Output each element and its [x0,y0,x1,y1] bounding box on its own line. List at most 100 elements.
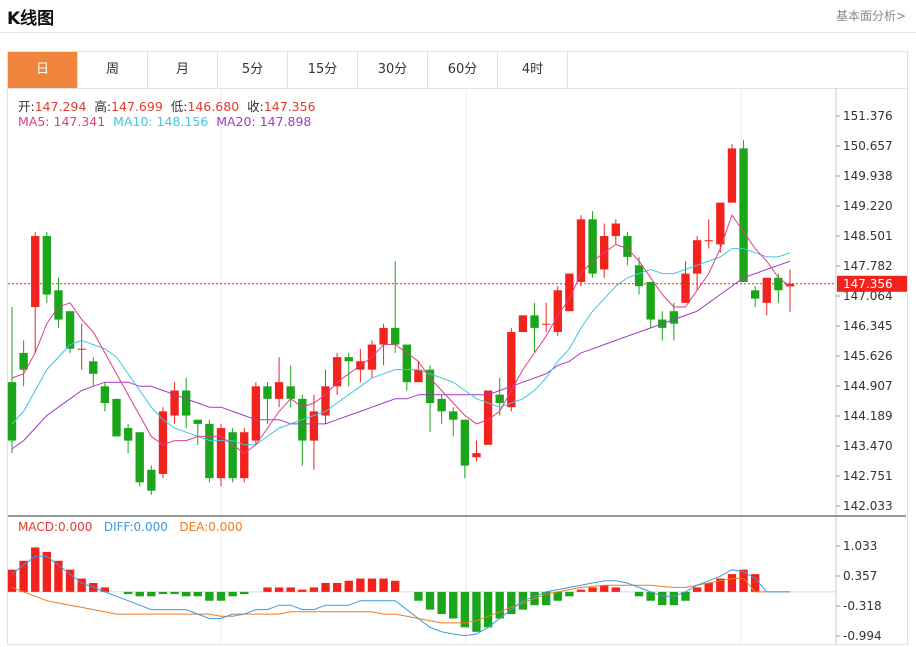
macd-bar [31,547,40,592]
price-tick-label: 145.626 [843,349,893,363]
macd-bar [391,580,400,592]
candle-body [379,327,388,345]
macd-bar [100,587,110,592]
candle-body [495,394,504,404]
macd-bar [65,569,75,592]
macd-bar [425,591,435,610]
candle-body [739,148,748,282]
candle-body [205,423,214,479]
price-tick-label: 146.345 [843,319,893,333]
candle-body [321,386,330,416]
tab-15min[interactable]: 15分 [288,52,358,88]
tab-30min[interactable]: 30分 [358,52,428,88]
candle-body [391,327,400,345]
chart-area[interactable] [7,88,908,645]
price-tick-label: 148.501 [843,229,893,243]
candle-body [762,277,771,303]
candle-body [646,281,655,320]
tab-4hour[interactable]: 4时 [498,52,568,88]
candle-body [402,344,411,383]
candle-body [553,290,562,333]
price-tick-label: 142.033 [843,499,893,513]
macd-bar [379,578,388,592]
candle-body [518,315,528,333]
macd-bar [414,591,423,601]
macd-bar [344,580,353,592]
candle-body [716,202,725,245]
macd-bar [135,591,144,597]
candle-body [42,236,52,295]
candle-body [77,348,86,350]
candle-body [437,398,446,412]
macd-bar [472,591,481,632]
candle-body [31,236,40,308]
macd-bar [123,591,133,595]
macd-bar [692,587,702,592]
tab-week[interactable]: 周 [78,52,148,88]
candle-body [170,390,179,416]
macd-bar [228,591,237,597]
macd-bar [750,574,760,592]
low-value: 146.680 [187,99,240,114]
macd-bar [727,574,737,592]
macd-bar [309,587,319,592]
price-tick-label: 144.907 [843,379,893,393]
price-tick-label: 149.938 [843,169,893,183]
price-tick-label: 147.064 [843,289,893,303]
ma20-value: 147.898 [259,114,312,129]
ma10-label: MA10: [113,114,153,129]
candle-body [344,357,353,362]
header-bar: K线图 基本面分析> [0,0,916,33]
candle-body [7,382,17,441]
close-value: 147.356 [263,99,316,114]
tab-day[interactable]: 日 [8,52,78,88]
ma5-value: 147.341 [53,114,106,129]
candle-body [611,223,621,237]
candle-body [507,332,516,408]
macd-bar [541,591,551,606]
macd-bar [449,591,458,619]
macd-tick-label: 1.033 [843,539,877,553]
dea-line [11,578,790,624]
candle-body [54,290,63,320]
macd-bar [7,569,17,592]
current-price-label: 147.356 [843,277,893,291]
tab-month[interactable]: 月 [148,52,218,88]
candle-body [19,352,28,370]
macd-bar [646,591,655,601]
macd-bar [240,591,249,595]
candle-body [181,390,191,416]
candle-body [750,290,760,299]
candle-body [263,386,272,399]
macd-bar [553,591,562,601]
macd-bar [611,587,621,592]
macd-bar [216,591,226,601]
diff-line [11,555,790,637]
ma10-line [11,248,791,446]
candle-body [228,432,237,479]
candle-body [147,469,156,491]
macd-bar [704,582,713,592]
macd-bar [263,587,272,592]
macd-bar [54,560,63,592]
candle-body [158,411,168,474]
candle-body [135,432,144,483]
macd-label: MACD: [18,520,59,534]
macd-bar [658,591,667,606]
macd-bar [19,560,28,592]
tab-5min[interactable]: 5分 [218,52,288,88]
macd-bar [170,591,179,595]
candle-body [286,386,295,399]
macd-bar [286,587,295,592]
tab-60min[interactable]: 60分 [428,52,498,88]
candle-body [193,419,202,424]
macd-bar [158,591,168,595]
macd-bar [634,591,644,597]
candle-body [576,219,586,282]
close-label: 收: [247,99,264,114]
fundamental-analysis-link[interactable]: 基本面分析> [835,9,906,23]
macd-bar [669,591,679,606]
ohlc-readout: 开:147.294 高:147.699 低:146.680 收:147.356 [18,96,316,115]
candle-body [251,386,261,441]
